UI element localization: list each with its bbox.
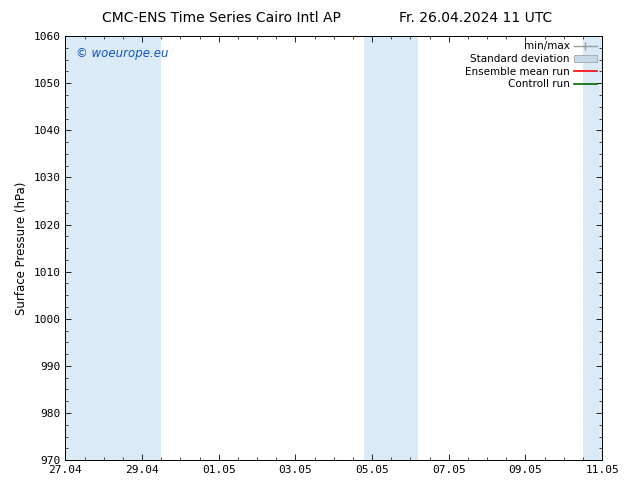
Y-axis label: Surface Pressure (hPa): Surface Pressure (hPa) xyxy=(15,181,28,315)
Text: CMC-ENS Time Series Cairo Intl AP: CMC-ENS Time Series Cairo Intl AP xyxy=(103,11,341,25)
Text: Fr. 26.04.2024 11 UTC: Fr. 26.04.2024 11 UTC xyxy=(399,11,552,25)
Bar xyxy=(583,36,602,460)
Bar xyxy=(65,36,104,460)
Bar xyxy=(104,36,161,460)
Legend: min/max, Standard deviation, Ensemble mean run, Controll run: min/max, Standard deviation, Ensemble me… xyxy=(462,38,600,92)
Bar xyxy=(387,36,418,460)
Bar xyxy=(365,36,387,460)
Text: © woeurope.eu: © woeurope.eu xyxy=(76,47,169,60)
